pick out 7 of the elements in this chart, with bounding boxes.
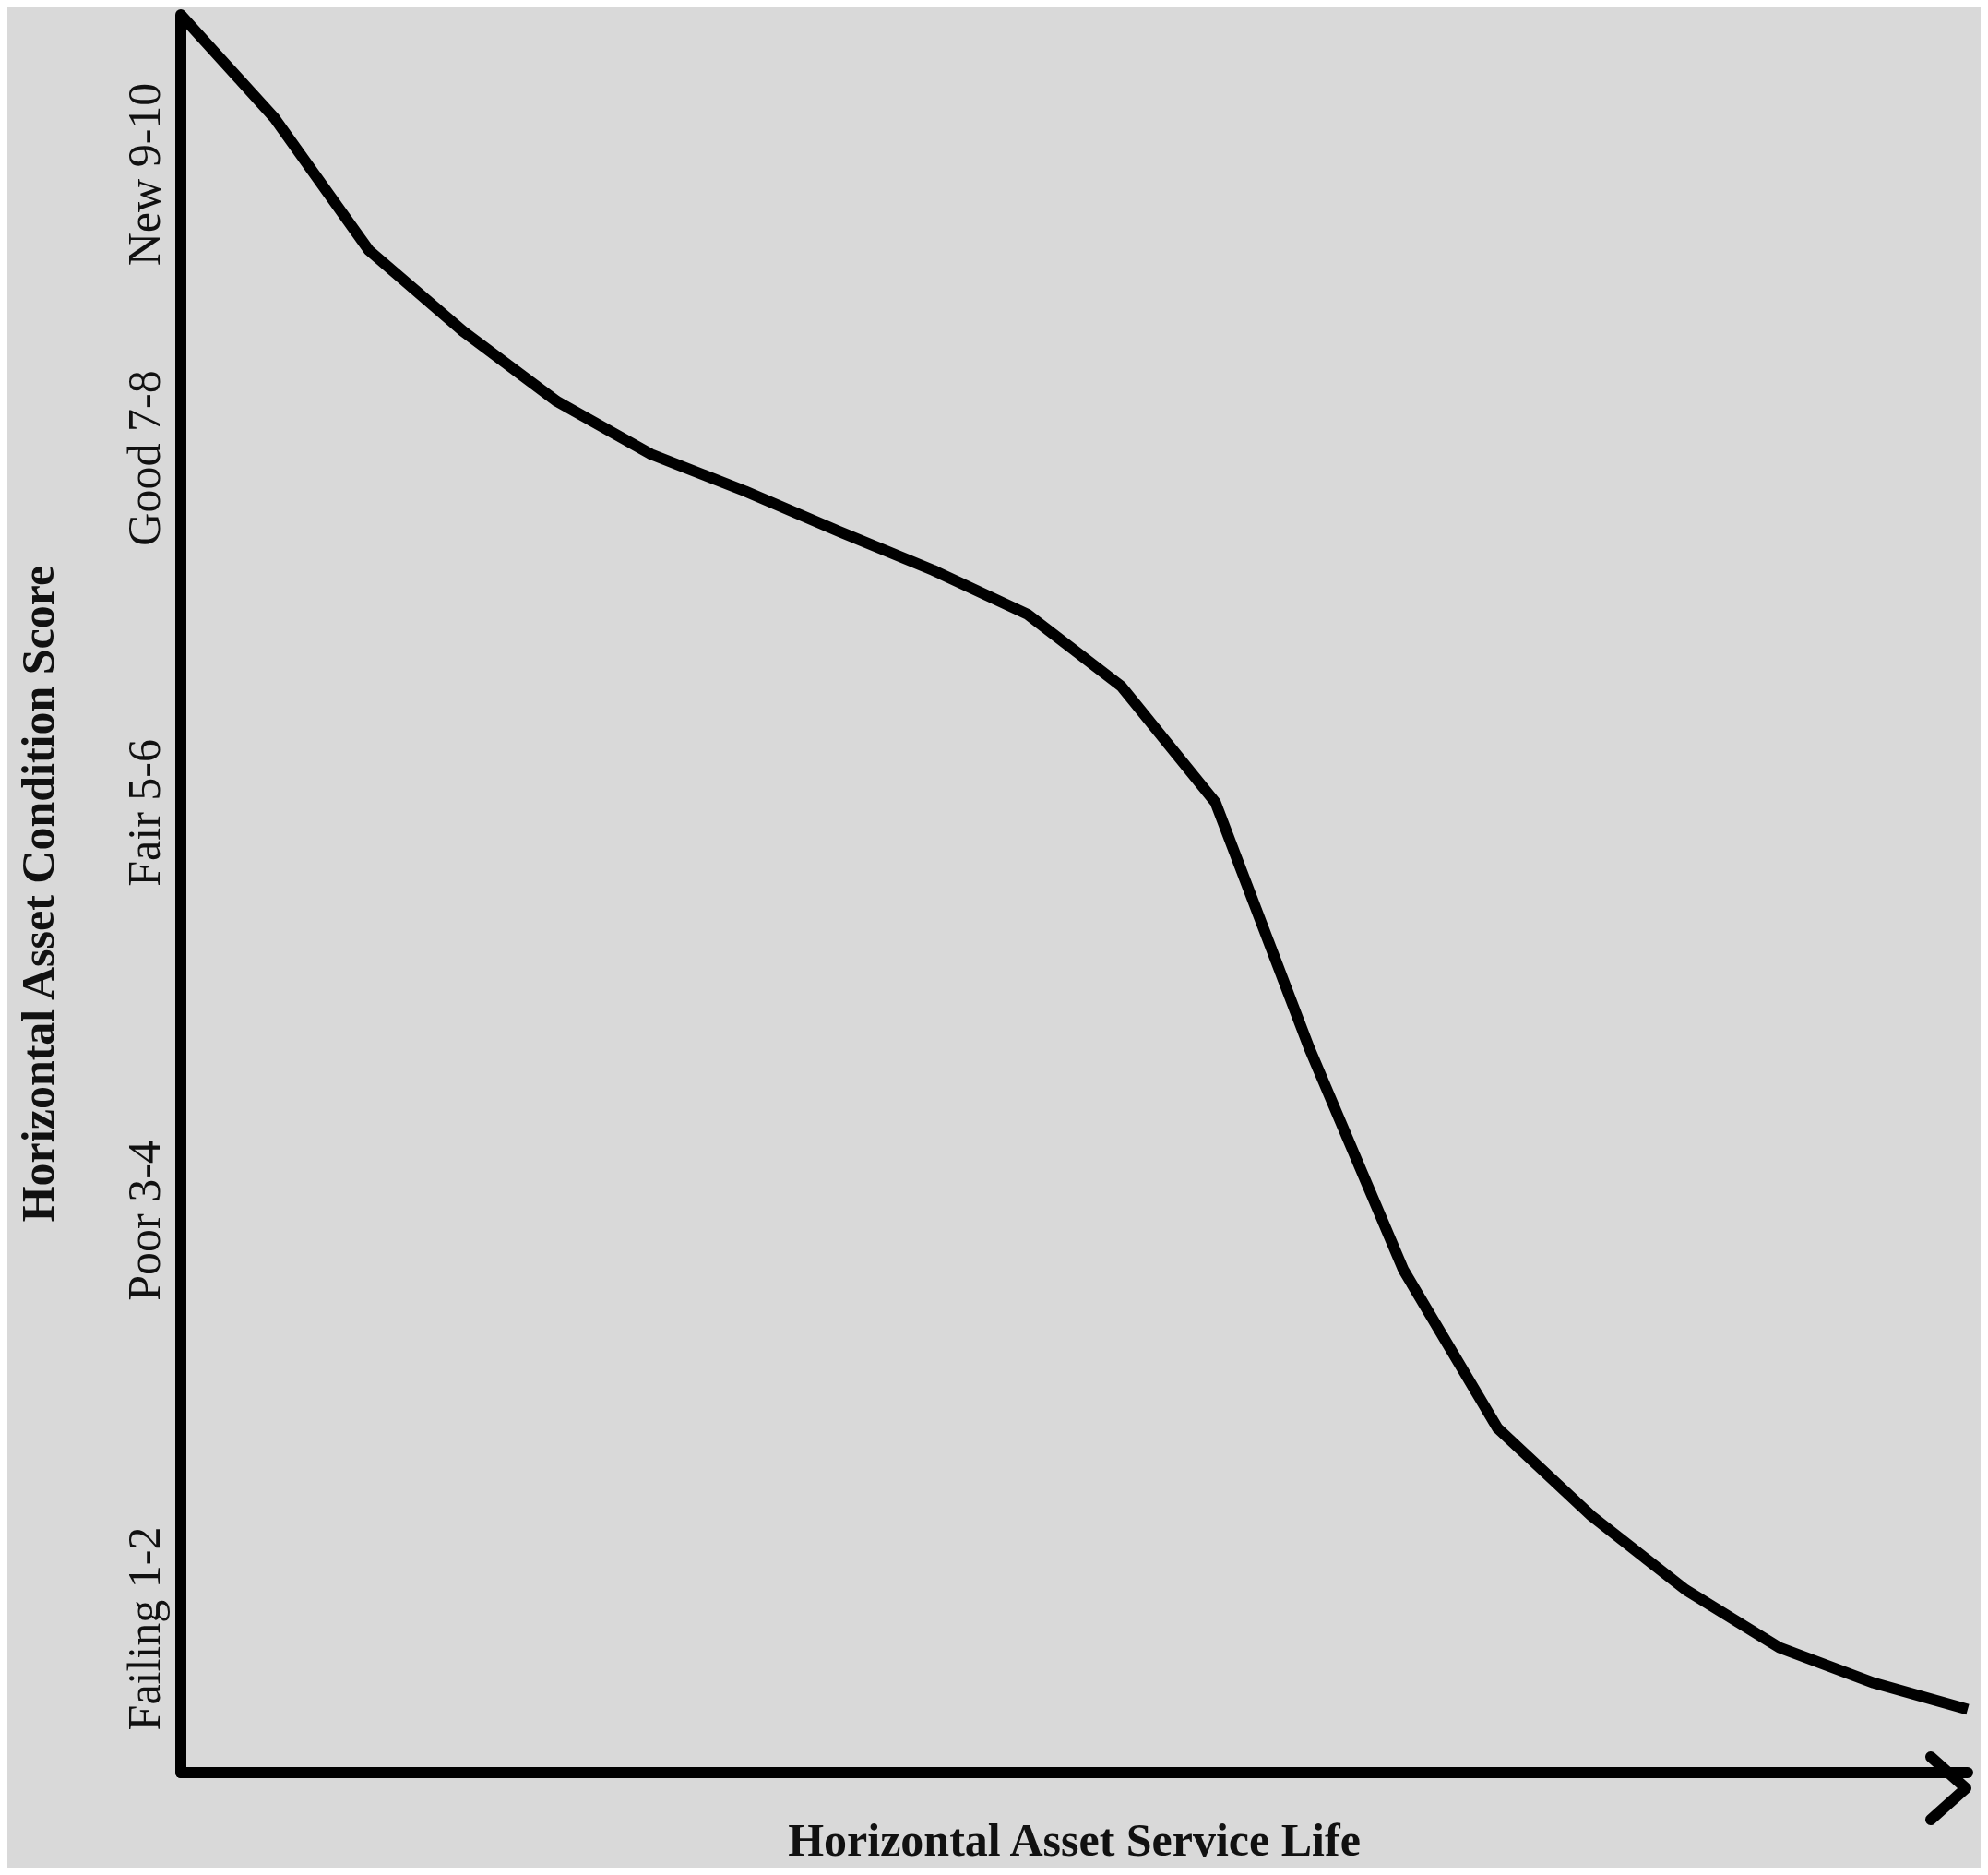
text: Good 7-8 [118, 370, 170, 546]
x-axis-title: Horizontal Asset Service Life [788, 1814, 1361, 1866]
text: Poor 3-4 [118, 1141, 170, 1301]
y-axis-title: Horizontal Asset Condition Score [12, 565, 64, 1223]
text: Failing 1-2 [118, 1526, 170, 1731]
text: New 9-10 [118, 82, 170, 267]
text: Fair 5-6 [118, 739, 170, 887]
